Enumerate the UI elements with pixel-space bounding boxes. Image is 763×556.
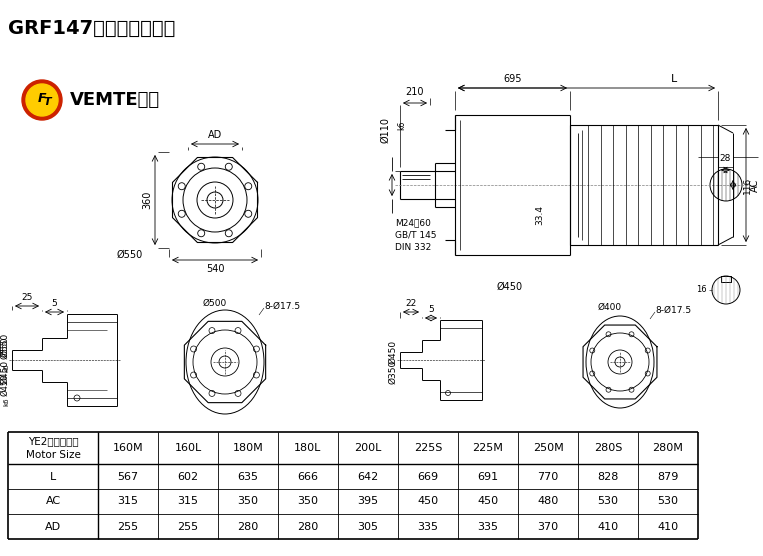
Text: 225S: 225S — [414, 443, 443, 453]
Text: 602: 602 — [178, 471, 198, 481]
Text: 642: 642 — [357, 471, 378, 481]
Text: Ø550: Ø550 — [0, 337, 9, 359]
Text: 530: 530 — [597, 497, 619, 507]
Text: Ø450: Ø450 — [388, 340, 397, 364]
Text: 210: 210 — [406, 87, 424, 97]
Text: 33.4: 33.4 — [536, 205, 545, 225]
Text: 180M: 180M — [233, 443, 263, 453]
Text: 8-Ø17.5: 8-Ø17.5 — [264, 301, 300, 310]
Text: 335: 335 — [417, 522, 439, 532]
Text: AD: AD — [45, 522, 61, 532]
Text: M24深60: M24深60 — [395, 219, 431, 227]
Text: k6: k6 — [3, 364, 9, 373]
Text: 666: 666 — [298, 471, 318, 481]
Text: 335: 335 — [478, 522, 498, 532]
Text: 5: 5 — [52, 299, 57, 308]
Text: 315: 315 — [118, 497, 139, 507]
Text: 250M: 250M — [533, 443, 563, 453]
Text: 280: 280 — [237, 522, 259, 532]
Text: 8-Ø17.5: 8-Ø17.5 — [655, 305, 691, 315]
Text: DIN 332: DIN 332 — [395, 242, 431, 251]
Text: Ø450: Ø450 — [1, 360, 9, 384]
Text: F: F — [37, 92, 47, 105]
Text: L: L — [671, 74, 677, 84]
Text: 540: 540 — [206, 264, 224, 274]
Text: 879: 879 — [657, 471, 678, 481]
Text: 360: 360 — [142, 191, 152, 209]
Text: 691: 691 — [478, 471, 498, 481]
Text: 225M: 225M — [472, 443, 504, 453]
Text: 370: 370 — [537, 522, 559, 532]
Text: AC: AC — [46, 497, 60, 507]
Text: 280M: 280M — [652, 443, 684, 453]
Text: 567: 567 — [118, 471, 139, 481]
Text: AD: AD — [208, 130, 222, 140]
Text: Ø110: Ø110 — [380, 117, 390, 143]
Text: 410: 410 — [658, 522, 678, 532]
Text: Ø550: Ø550 — [117, 250, 143, 260]
Text: 160M: 160M — [113, 443, 143, 453]
Text: 255: 255 — [118, 522, 139, 532]
Circle shape — [26, 84, 58, 116]
Text: 160L: 160L — [175, 443, 201, 453]
Text: 695: 695 — [504, 74, 522, 84]
Text: 5: 5 — [428, 305, 434, 314]
Text: 635: 635 — [237, 471, 259, 481]
Text: 200L: 200L — [354, 443, 382, 453]
Circle shape — [22, 80, 62, 120]
Text: 28: 28 — [720, 154, 731, 163]
Text: Ø450: Ø450 — [0, 374, 9, 396]
Text: 280S: 280S — [594, 443, 622, 453]
Text: k6: k6 — [397, 120, 406, 130]
Text: Ø550: Ø550 — [1, 333, 9, 357]
Text: 828: 828 — [597, 471, 619, 481]
Text: 480: 480 — [537, 497, 559, 507]
Text: Ø350: Ø350 — [388, 360, 397, 384]
Text: GRF147减速机尺寸图纸: GRF147减速机尺寸图纸 — [8, 18, 175, 37]
Text: Ø500: Ø500 — [203, 299, 227, 308]
Text: 410: 410 — [597, 522, 619, 532]
Text: Ø450: Ø450 — [497, 282, 523, 292]
Text: YE2电机机座号
Motor Size: YE2电机机座号 Motor Size — [26, 436, 80, 460]
Text: 450: 450 — [478, 497, 498, 507]
Text: 22: 22 — [405, 299, 417, 308]
Text: 315: 315 — [178, 497, 198, 507]
Text: 305: 305 — [358, 522, 378, 532]
Text: 350: 350 — [237, 497, 259, 507]
Text: 669: 669 — [417, 471, 439, 481]
Text: 255: 255 — [178, 522, 198, 532]
Text: 16: 16 — [697, 285, 707, 295]
Text: Ø400: Ø400 — [598, 303, 622, 312]
Text: 395: 395 — [357, 497, 378, 507]
Text: 180L: 180L — [295, 443, 322, 453]
Text: 350: 350 — [298, 497, 318, 507]
Text: VEMTE传动: VEMTE传动 — [70, 91, 160, 109]
Text: T: T — [43, 97, 51, 107]
Text: 280: 280 — [298, 522, 319, 532]
Text: 116: 116 — [743, 176, 752, 193]
Text: AC: AC — [750, 178, 760, 192]
Text: 450: 450 — [417, 497, 439, 507]
Text: GB/T 145: GB/T 145 — [395, 231, 436, 240]
Text: 770: 770 — [537, 471, 559, 481]
Text: k6: k6 — [3, 398, 9, 406]
Text: 530: 530 — [658, 497, 678, 507]
Text: L: L — [50, 471, 56, 481]
Text: 25: 25 — [21, 293, 33, 302]
